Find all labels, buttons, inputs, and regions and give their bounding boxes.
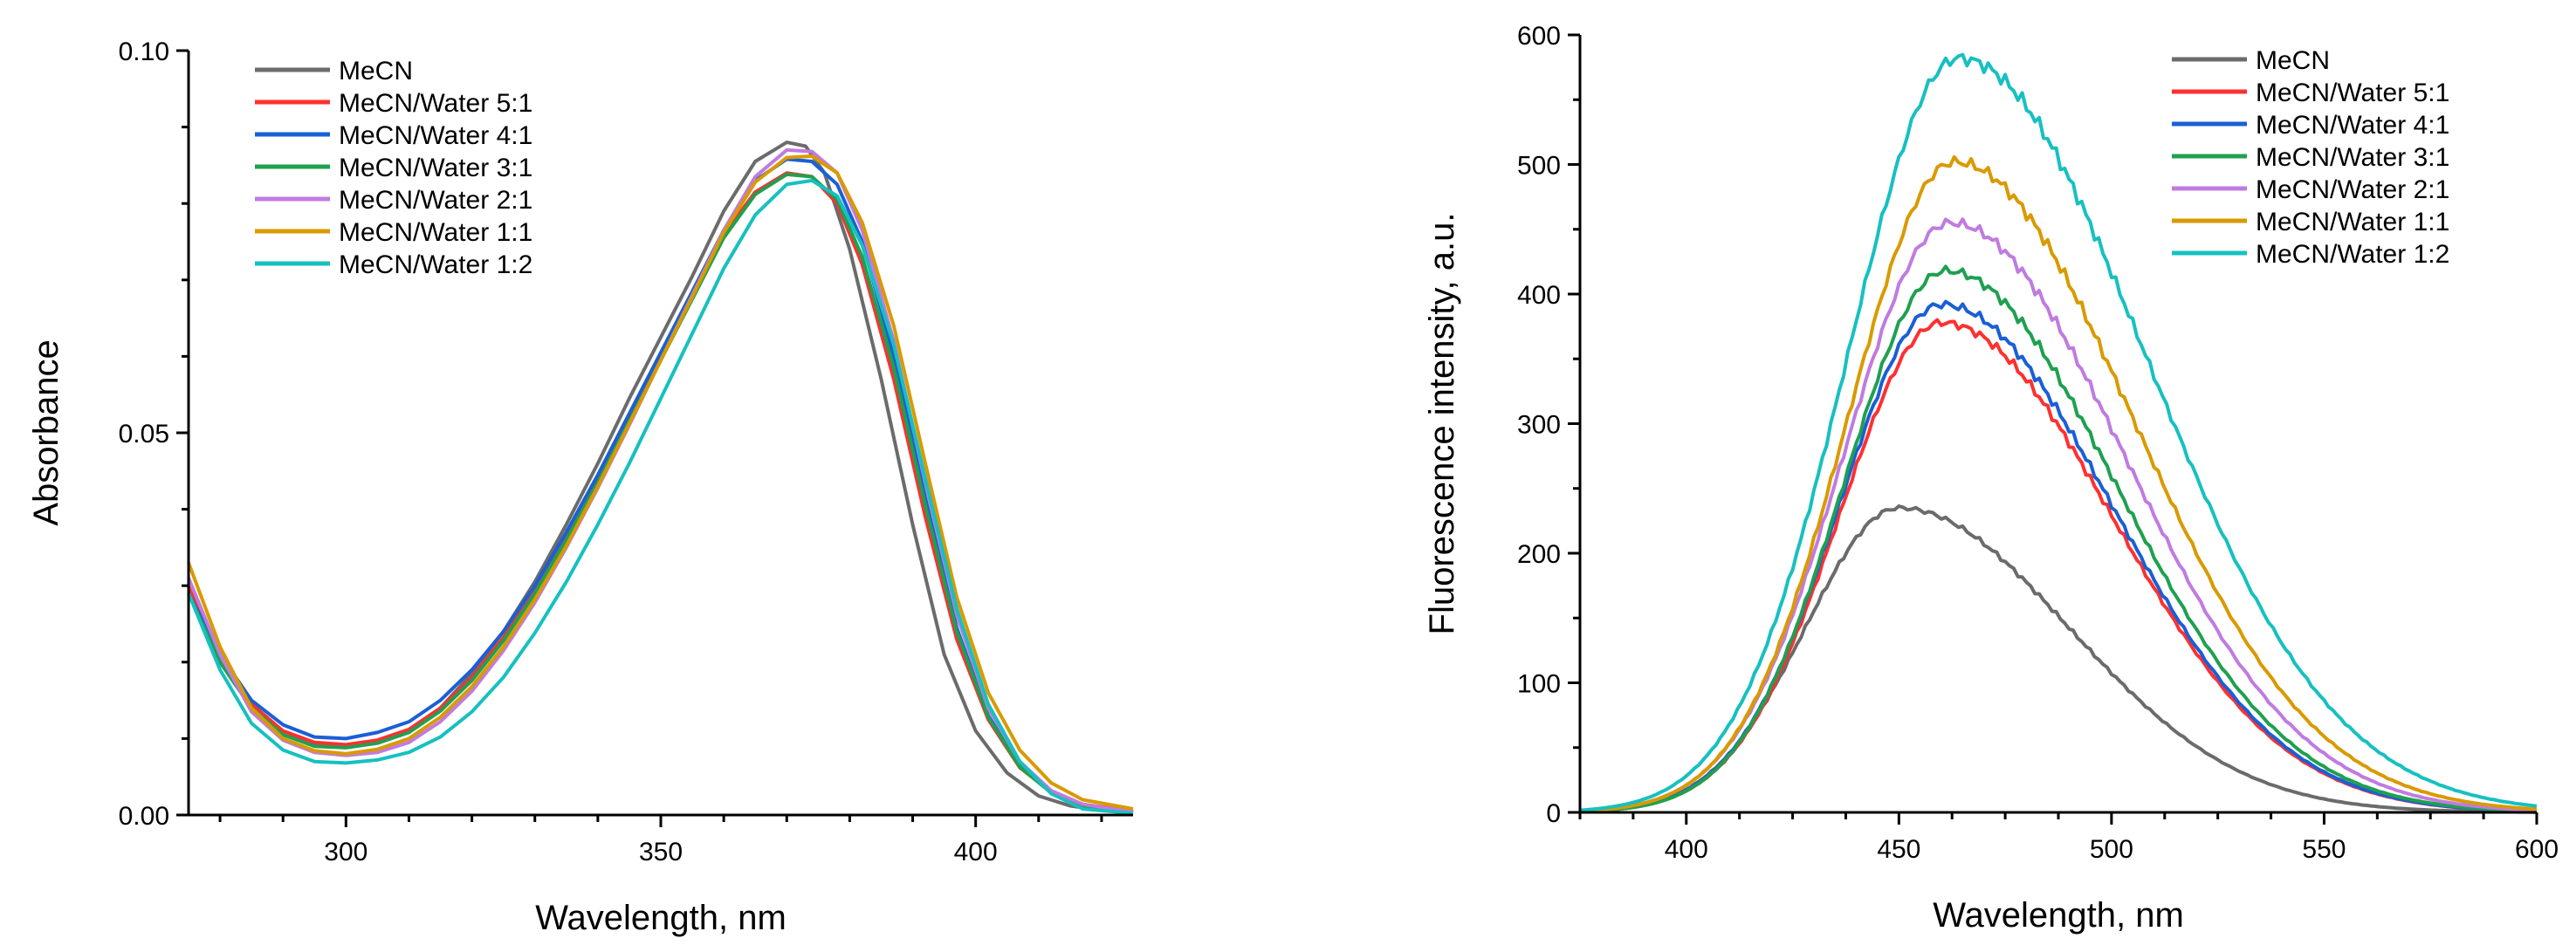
y-tick-label: 200 [1517, 540, 1561, 569]
y-tick-label: 0.05 [119, 420, 169, 449]
x-tick-label: 400 [1665, 835, 1708, 864]
y-tick-label: 0.10 [119, 38, 169, 66]
legend-label: MeCN/Water 5:1 [339, 89, 532, 118]
x-tick-label: 600 [2515, 835, 2559, 864]
legend-label: MeCN/Water 5:1 [2256, 79, 2449, 107]
y-tick-label: 400 [1517, 281, 1561, 310]
legend-label: MeCN/Water 1:1 [2256, 208, 2449, 236]
series-line-6 [1579, 52, 2538, 812]
y-tick-label: 500 [1517, 152, 1561, 181]
absorbance-chart: 300 350 400 0.00 0.05 0.10 Wavelength, nm Absor… [27, 38, 1134, 937]
legend-label: MeCN/Water 2:1 [339, 186, 532, 215]
legend-label: MeCN/Water 1:2 [339, 250, 532, 279]
series-line-5 [1579, 154, 2538, 813]
y-tick-label: 300 [1517, 411, 1561, 440]
series-line-0 [1579, 504, 2537, 814]
x-tick-label: 300 [324, 838, 368, 866]
fluorescence-chart: 400 450 500 550 600 0 100 200 300 400 500 600 Wavele… [1423, 22, 2559, 935]
x-axis-title: Wavelength, nm [535, 899, 787, 937]
legend-label: MeCN/Water 4:1 [339, 121, 532, 150]
legend: MeCN MeCN/Water 5:1 MeCN/Water 4:1 MeCN/Wat… [2172, 46, 2449, 269]
legend-label: MeCN/Water 4:1 [2256, 111, 2449, 140]
y-axis-title: Absorbance [27, 339, 65, 525]
legend-label: MeCN/Water 3:1 [339, 154, 532, 182]
x-tick-label: 450 [1877, 835, 1920, 864]
series-line-3 [1579, 264, 2538, 813]
legend: MeCN MeCN/Water 5:1 MeCN/Water 4:1 MeCN/Wat… [255, 57, 532, 279]
series-line-6 [187, 178, 1134, 816]
legend-label: MeCN/Water 3:1 [2256, 143, 2449, 172]
legend-label: MeCN/Water 1:2 [2256, 240, 2449, 269]
y-axis-title: Fluorescence intensity, a.u. [1423, 213, 1461, 635]
x-tick-label: 350 [639, 838, 683, 866]
y-tick-label: 0.00 [119, 802, 169, 831]
y-tick-label: 100 [1517, 670, 1561, 699]
legend-label: MeCN/Water 2:1 [2256, 175, 2449, 204]
y-tick-label: 600 [1517, 22, 1561, 51]
x-tick-label: 500 [2090, 835, 2133, 864]
legend-label: MeCN [339, 57, 413, 86]
x-tick-label: 550 [2302, 835, 2346, 864]
legend-label: MeCN/Water 1:1 [339, 218, 532, 247]
y-tick-label: 0 [1546, 799, 1561, 828]
x-axis-title: Wavelength, nm [1933, 896, 2184, 935]
series-line-5 [187, 154, 1134, 811]
x-tick-label: 400 [954, 838, 998, 866]
series-line-4 [1579, 217, 2538, 813]
series-line-1 [1579, 318, 2538, 813]
legend-label: MeCN [2256, 46, 2330, 75]
